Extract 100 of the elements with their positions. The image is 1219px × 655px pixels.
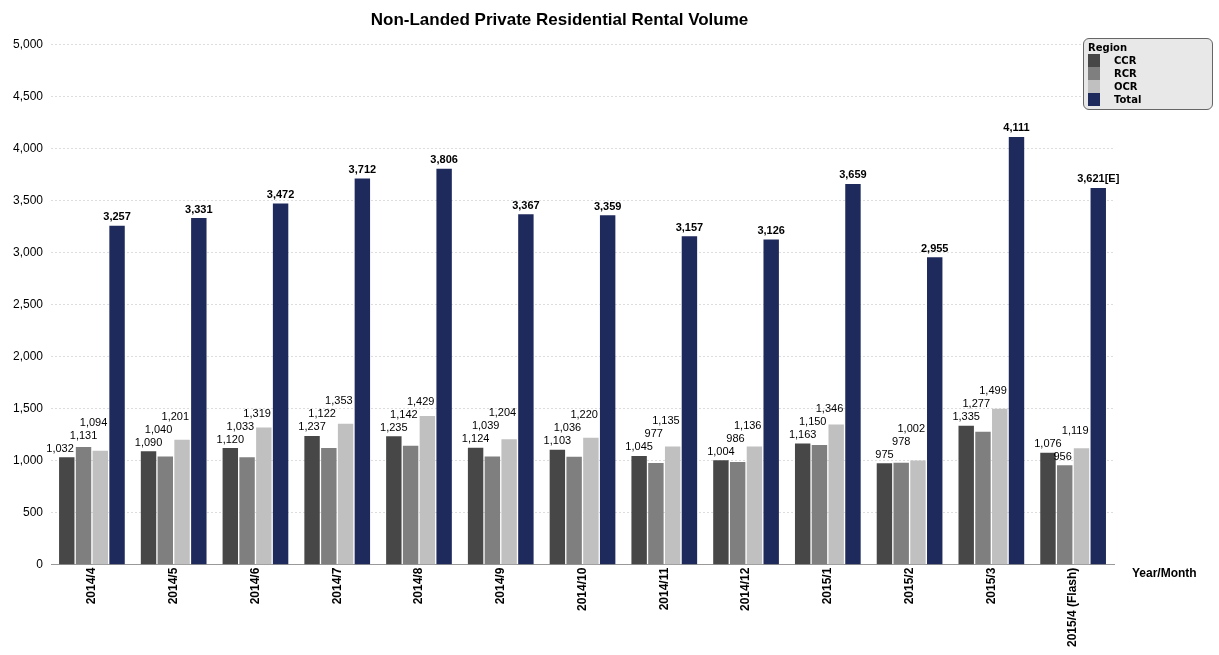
data-label: 1,040	[144, 422, 173, 435]
bar	[354, 178, 371, 565]
bar	[566, 456, 582, 565]
data-label: 1,002	[897, 421, 926, 434]
data-label: 1,036	[553, 421, 582, 434]
data-label: 1,131	[69, 428, 98, 441]
bar	[501, 439, 517, 565]
data-label: 2,955	[920, 241, 949, 254]
y-tick-label: 3,500	[13, 192, 44, 207]
legend-label: CCR	[1114, 55, 1137, 66]
data-label: 1,103	[543, 434, 572, 447]
x-tick-label: 2014/7	[329, 567, 344, 605]
bar	[467, 447, 484, 565]
bar	[157, 456, 174, 565]
legend-label: Total	[1114, 94, 1142, 105]
data-label: 3,806	[430, 153, 458, 166]
x-tick-label: 2014/6	[247, 567, 262, 605]
data-label: 1,204	[488, 406, 517, 419]
bar	[222, 448, 239, 565]
bar	[975, 431, 991, 565]
data-label: 1,277	[962, 397, 991, 410]
data-label: 1,237	[298, 420, 326, 433]
bar	[1057, 465, 1073, 565]
bar	[811, 444, 828, 565]
bar	[402, 445, 419, 565]
bar	[583, 437, 599, 565]
x-tick-label: 2014/9	[493, 567, 508, 605]
data-label: 4,111	[1003, 121, 1030, 134]
bar	[256, 427, 272, 565]
data-label: 3,157	[675, 220, 704, 233]
bar	[174, 439, 190, 565]
x-axis-title: Year/Month	[1132, 565, 1197, 580]
x-tick-label: 2015/2	[901, 567, 916, 605]
bar	[958, 425, 974, 565]
x-tick-label: 2015/1	[820, 567, 835, 605]
bar	[746, 446, 763, 565]
data-label: 1,120	[216, 432, 245, 445]
x-tick-label: 2015/4 (Flash)	[1065, 567, 1080, 647]
x-tick-label: 2014/5	[165, 567, 180, 605]
data-label: 1,094	[79, 415, 108, 428]
data-label: 1,499	[979, 384, 1007, 397]
bar	[140, 451, 157, 565]
bar	[436, 168, 452, 565]
bar	[681, 236, 698, 565]
bar	[648, 462, 664, 565]
y-tick-label: 1,500	[13, 400, 44, 415]
data-label: 1,150	[798, 415, 827, 428]
bar	[845, 183, 861, 565]
data-label: 1,033	[226, 419, 255, 432]
bar	[992, 408, 1008, 565]
data-label: 1,032	[46, 441, 74, 454]
bar	[713, 460, 729, 565]
data-label: 1,004	[707, 444, 735, 457]
data-label: 1,163	[788, 428, 817, 441]
bar	[631, 455, 647, 565]
data-label: 1,135	[652, 414, 680, 427]
data-label: 986	[726, 431, 745, 444]
data-label: 1,076	[1034, 437, 1062, 450]
data-label: 3,257	[103, 210, 131, 223]
data-label: 1,136	[733, 418, 762, 431]
data-label: 1,235	[380, 420, 408, 433]
data-label: 3,331	[185, 202, 213, 215]
bar	[876, 463, 893, 565]
bar	[893, 462, 909, 565]
data-label: 3,659	[839, 168, 867, 181]
x-tick-label: 2014/8	[411, 567, 426, 605]
bar	[92, 450, 109, 565]
bar	[321, 447, 337, 565]
legend-title: Region	[1088, 42, 1129, 53]
data-label: 1,346	[815, 402, 844, 415]
data-label: 1,429	[406, 394, 435, 407]
bar	[272, 203, 289, 565]
bar	[1008, 136, 1025, 565]
data-label: 978	[892, 434, 911, 447]
data-label: 1,201	[161, 409, 190, 422]
x-tick-label: 2014/11	[656, 567, 671, 611]
bar	[484, 456, 501, 565]
data-label: 975	[875, 447, 894, 460]
data-label: 1,124	[461, 432, 490, 445]
data-label: 3,367	[512, 198, 540, 211]
x-tick-label: 2015/3	[983, 567, 998, 605]
data-label: 3,126	[757, 223, 785, 236]
y-tick-label: 4,000	[13, 140, 44, 155]
data-label: 3,359	[593, 199, 622, 212]
bar	[1040, 452, 1056, 565]
data-label: 3,621[E]	[1077, 172, 1120, 185]
bar	[549, 449, 566, 565]
data-label: 1,220	[570, 408, 598, 421]
bar	[1090, 187, 1106, 565]
y-tick-label: 4,500	[13, 88, 44, 103]
bar	[239, 457, 255, 565]
y-tick-label: 0	[36, 556, 44, 571]
x-tick-label: 2014/4	[84, 567, 99, 605]
bar	[763, 239, 779, 565]
data-label: 1,122	[308, 407, 336, 420]
bar	[794, 443, 811, 565]
data-label: 1,119	[1061, 424, 1089, 437]
bar	[664, 446, 681, 565]
x-tick-label: 2014/10	[574, 567, 589, 612]
y-tick-label: 2,000	[13, 348, 44, 363]
